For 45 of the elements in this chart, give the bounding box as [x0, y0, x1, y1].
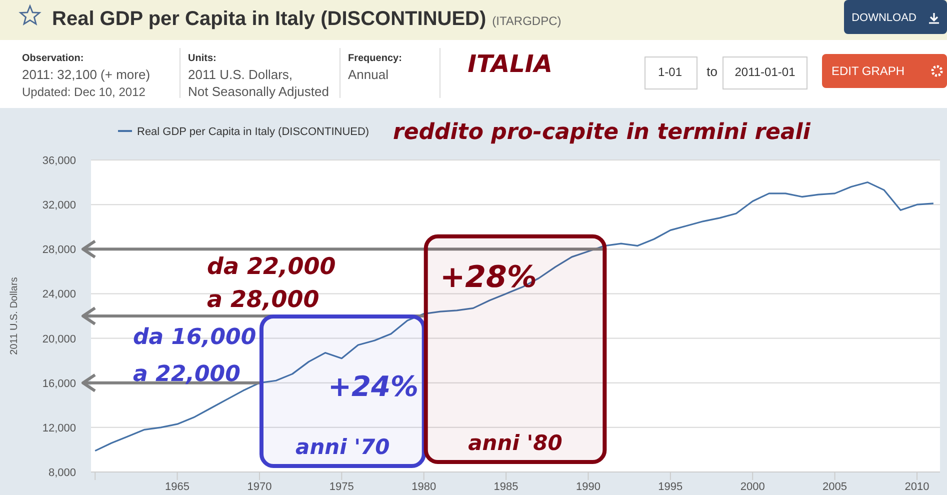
annotation: +28% — [440, 260, 537, 295]
text: Frequency: — [348, 53, 402, 64]
text: 2011: 32,100 (+ more) — [22, 67, 150, 82]
text: Not Seasonally Adjusted — [188, 84, 329, 99]
chart-title: Real GDP per Capita in Italy (DISCONTINUED) — [52, 8, 486, 30]
text: DOWNLOAD — [852, 12, 916, 24]
text: Units: — [188, 53, 216, 64]
x-tick-label: 1985 — [494, 481, 518, 493]
band-label: anni '70 — [296, 435, 390, 459]
text: to — [706, 64, 718, 79]
y-tick-label: 20,000 — [42, 333, 76, 346]
x-tick-label: 2000 — [740, 481, 765, 493]
text: 2011-01-01 — [734, 65, 796, 79]
x-tick-label: 1980 — [412, 481, 436, 493]
x-tick-label: 2010 — [904, 481, 930, 493]
x-tick-label: 1970 — [247, 481, 272, 493]
y-tick-label: 16,000 — [42, 378, 76, 390]
text: Updated: Dec 10, 2012 — [22, 85, 146, 99]
text: Observation: — [22, 53, 84, 64]
annotation: a 22,000 — [133, 362, 240, 387]
y-tick-label: 36,000 — [42, 155, 76, 167]
x-tick-label: 1965 — [165, 481, 190, 493]
annotation: da 16,000 — [133, 325, 256, 350]
y-tick-label: 28,000 — [42, 244, 76, 256]
x-tick-label: 1975 — [329, 481, 354, 493]
y-tick-label: 12,000 — [42, 422, 76, 434]
y-tick-label: 32,000 — [42, 200, 76, 212]
x-tick-label: 1995 — [658, 481, 683, 493]
y-axis-title: 2011 U.S. Dollars — [9, 277, 20, 355]
x-tick-label: 1990 — [576, 481, 600, 493]
annotation: a 28,000 — [207, 287, 320, 313]
y-tick-label: 24,000 — [42, 288, 76, 301]
x-tick-label: 2005 — [822, 481, 848, 493]
annotation: da 22,000 — [207, 254, 336, 280]
band-label: anni '80 — [468, 431, 562, 455]
text: EDIT GRAPH — [831, 64, 905, 78]
annotation: +24% — [328, 370, 418, 403]
chart-subtitle: (ITARGDPC) — [492, 14, 562, 28]
text: ITALIA — [468, 50, 552, 78]
text: Annual — [348, 67, 389, 82]
text: 2011 U.S. Dollars, — [188, 67, 293, 82]
y-tick-label: 8,000 — [48, 467, 76, 479]
legend-label: Real GDP per Capita in Italy (DISCONTINUED) — [137, 126, 370, 138]
text: reddito pro-capite in termini reali — [393, 120, 811, 145]
text: 1-01 — [658, 65, 682, 79]
